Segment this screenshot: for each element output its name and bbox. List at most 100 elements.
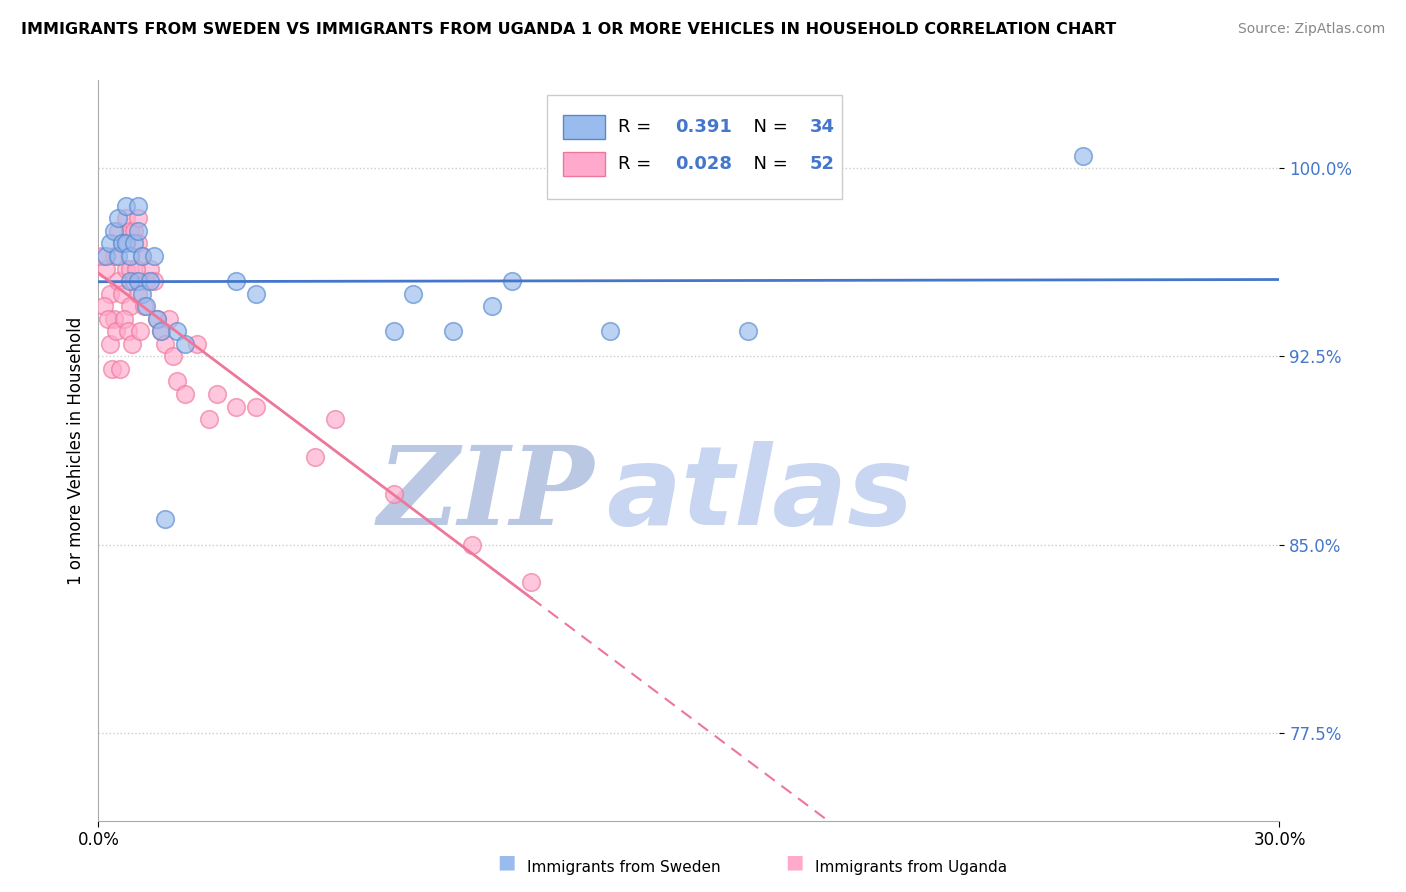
Point xyxy=(127,286,149,301)
Point xyxy=(461,538,484,552)
Point xyxy=(122,236,145,251)
Point xyxy=(225,274,247,288)
Point xyxy=(520,575,543,590)
Point xyxy=(150,324,173,338)
Text: IMMIGRANTS FROM SWEDEN VS IMMIGRANTS FROM UGANDA 1 OR MORE VEHICLES IN HOUSEHOLD: IMMIGRANTS FROM SWEDEN VS IMMIGRANTS FRO… xyxy=(21,22,1116,37)
FancyBboxPatch shape xyxy=(562,115,605,139)
Point xyxy=(501,274,523,288)
Point xyxy=(103,224,125,238)
Text: Immigrants from Uganda: Immigrants from Uganda xyxy=(815,860,1008,874)
Point xyxy=(122,274,145,288)
Point xyxy=(146,311,169,326)
Point xyxy=(107,211,129,226)
Point xyxy=(91,249,114,263)
Point xyxy=(101,362,124,376)
Point xyxy=(138,274,160,288)
Text: ZIP: ZIP xyxy=(378,442,595,549)
Point xyxy=(150,324,173,338)
Point xyxy=(111,286,134,301)
Text: 52: 52 xyxy=(810,155,834,173)
Point xyxy=(111,236,134,251)
Point xyxy=(118,224,141,238)
Point xyxy=(96,261,118,276)
Point xyxy=(103,249,125,263)
Point xyxy=(135,299,157,313)
Point xyxy=(186,336,208,351)
Point xyxy=(166,324,188,338)
Point xyxy=(131,286,153,301)
Point xyxy=(323,412,346,426)
Point xyxy=(118,274,141,288)
Point xyxy=(103,311,125,326)
Point xyxy=(112,311,135,326)
Point xyxy=(108,362,131,376)
Text: Source: ZipAtlas.com: Source: ZipAtlas.com xyxy=(1237,22,1385,37)
Point xyxy=(127,274,149,288)
Point xyxy=(146,311,169,326)
Point xyxy=(128,324,150,338)
Point xyxy=(132,299,155,313)
Point xyxy=(96,249,118,263)
Point xyxy=(1071,148,1094,162)
Point xyxy=(125,261,148,276)
Text: ■: ■ xyxy=(785,852,804,871)
Point xyxy=(155,336,177,351)
Text: N =: N = xyxy=(742,155,793,173)
Point xyxy=(402,286,425,301)
Point xyxy=(121,336,143,351)
Point xyxy=(117,324,139,338)
Point xyxy=(107,249,129,263)
Point xyxy=(599,324,621,338)
Point xyxy=(142,274,165,288)
Text: ■: ■ xyxy=(496,852,516,871)
FancyBboxPatch shape xyxy=(547,95,842,199)
Text: R =: R = xyxy=(619,118,657,136)
Text: 0.028: 0.028 xyxy=(675,155,731,173)
Point xyxy=(118,299,141,313)
Point xyxy=(157,311,180,326)
Point xyxy=(127,224,149,238)
Text: R =: R = xyxy=(619,155,657,173)
Point xyxy=(122,224,145,238)
Point xyxy=(115,211,138,226)
Point xyxy=(111,236,134,251)
Point xyxy=(98,336,121,351)
Point xyxy=(225,400,247,414)
Text: Immigrants from Sweden: Immigrants from Sweden xyxy=(527,860,721,874)
Point xyxy=(245,400,267,414)
Point xyxy=(118,249,141,263)
Point xyxy=(127,211,149,226)
Point xyxy=(98,286,121,301)
Point xyxy=(127,236,149,251)
Point xyxy=(135,274,157,288)
FancyBboxPatch shape xyxy=(562,153,605,176)
Text: 34: 34 xyxy=(810,118,834,136)
Point xyxy=(382,487,405,501)
Point xyxy=(481,299,503,313)
Point xyxy=(107,224,129,238)
Text: 0.391: 0.391 xyxy=(675,118,731,136)
Point xyxy=(115,261,138,276)
Point xyxy=(205,387,228,401)
Point xyxy=(197,412,219,426)
Point xyxy=(107,274,129,288)
Y-axis label: 1 or more Vehicles in Household: 1 or more Vehicles in Household xyxy=(66,317,84,584)
Point xyxy=(166,375,188,389)
Point xyxy=(174,387,197,401)
Point xyxy=(138,261,160,276)
Point xyxy=(155,512,177,526)
Point xyxy=(97,311,120,326)
Point xyxy=(115,199,138,213)
Point xyxy=(98,236,121,251)
Point xyxy=(105,324,128,338)
Point xyxy=(131,249,153,263)
Point xyxy=(304,450,326,464)
Text: N =: N = xyxy=(742,118,793,136)
Point xyxy=(162,349,184,363)
Point xyxy=(131,249,153,263)
Point xyxy=(127,199,149,213)
Point xyxy=(382,324,405,338)
Point xyxy=(118,261,141,276)
Point xyxy=(441,324,464,338)
Text: atlas: atlas xyxy=(606,442,914,549)
